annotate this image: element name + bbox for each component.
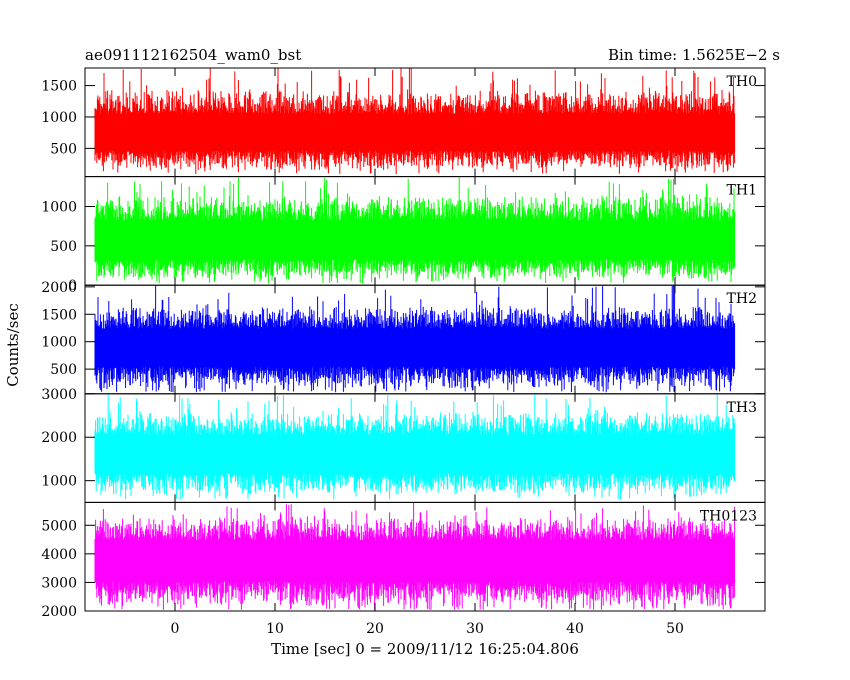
plot-title: ae091112162504_wam0_bst xyxy=(85,46,301,64)
x-axis-label: Time [sec] 0 = 2009/11/12 16:25:04.806 xyxy=(271,640,579,658)
y-tick-label: 3000 xyxy=(41,575,77,591)
series-th0 xyxy=(94,68,736,174)
x-tick-label: 0 xyxy=(171,621,180,637)
x-tick-label: 30 xyxy=(466,621,484,637)
y-tick-label: 500 xyxy=(50,362,77,378)
y-tick-label: 500 xyxy=(50,239,77,255)
y-tick-label: 1000 xyxy=(41,110,77,126)
y-tick-label: 2000 xyxy=(41,280,77,296)
y-tick-label: 1500 xyxy=(41,307,77,323)
y-tick-label: 1000 xyxy=(41,474,77,490)
bin-time-label: Bin time: 1.5625E−2 s xyxy=(608,46,780,64)
panel-label: TH3 xyxy=(727,400,757,416)
series-th3 xyxy=(94,394,736,500)
panel-label: TH1 xyxy=(727,183,757,199)
y-tick-label: 3000 xyxy=(41,387,77,403)
x-tick-label: 20 xyxy=(366,621,384,637)
panel-label: TH0123 xyxy=(700,508,757,524)
y-tick-label: 5000 xyxy=(41,518,77,534)
panel-label: TH0 xyxy=(727,74,757,90)
series-th2 xyxy=(94,285,736,393)
y-tick-label: 1000 xyxy=(41,200,77,216)
series-th0123 xyxy=(94,502,736,610)
y-tick-label: 0 xyxy=(68,278,77,294)
panel-frame-th0123 xyxy=(84,501,766,612)
x-tick-label: 10 xyxy=(266,621,284,637)
y-tick-label: 4000 xyxy=(41,547,77,563)
y-tick-label: 1500 xyxy=(41,79,77,95)
y-tick-label: 1000 xyxy=(41,335,77,351)
x-tick-label: 40 xyxy=(566,621,584,637)
y-tick-label: 500 xyxy=(50,141,77,157)
y-tick-label: 2000 xyxy=(41,430,77,446)
y-axis-label: Counts/sec xyxy=(4,303,22,387)
x-tick-label: 50 xyxy=(666,621,684,637)
y-tick-label: 2000 xyxy=(41,604,77,620)
panel-label: TH2 xyxy=(727,291,757,307)
series-th1 xyxy=(94,176,736,284)
